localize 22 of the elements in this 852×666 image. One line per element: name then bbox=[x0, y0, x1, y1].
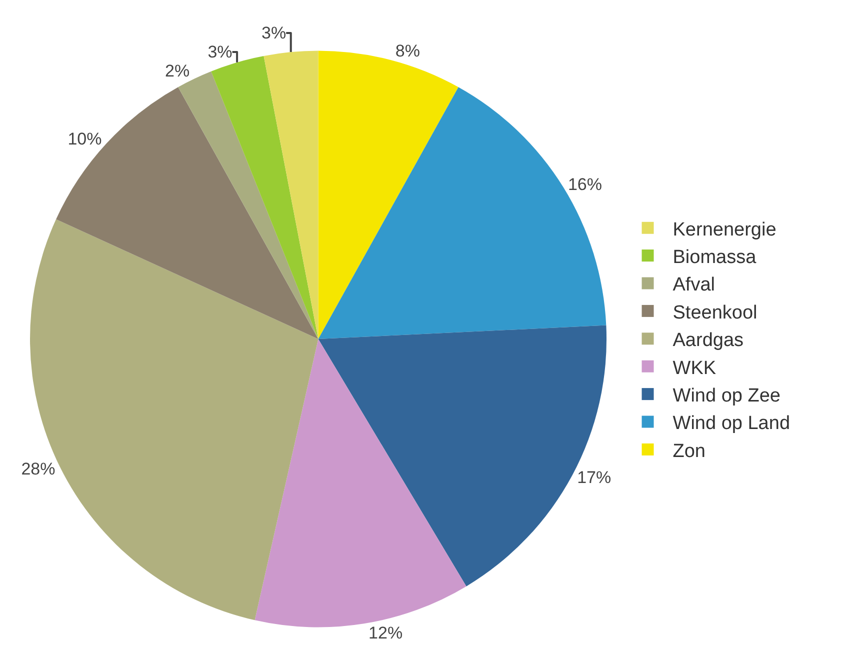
legend-label: Steenkool bbox=[672, 302, 758, 324]
pie-slice bbox=[264, 50, 318, 339]
legend-label: WKK bbox=[672, 358, 716, 379]
legend-label: Kernenergie bbox=[672, 219, 776, 240]
data-label: 28% bbox=[21, 459, 56, 478]
legend-label: Zon bbox=[672, 440, 706, 462]
data-label: 8% bbox=[395, 42, 420, 61]
legend-label: Aardgas bbox=[672, 330, 744, 352]
data-label: 16% bbox=[568, 174, 602, 194]
pie-slice bbox=[318, 87, 606, 339]
data-label: 12% bbox=[368, 623, 403, 642]
legend-label: Afval bbox=[672, 274, 716, 296]
data-label: 10% bbox=[68, 130, 102, 149]
pie-slice bbox=[254, 339, 466, 628]
legend-label: Biomassa bbox=[672, 246, 757, 268]
data-label: 3% bbox=[262, 23, 286, 42]
data-label: 17% bbox=[577, 468, 612, 487]
pie-slice bbox=[56, 87, 318, 339]
data-label: 3% bbox=[208, 42, 232, 62]
legend-label: Wind op Land bbox=[672, 413, 790, 434]
data-label: 2% bbox=[165, 61, 190, 80]
legend-label: Wind op Zee bbox=[672, 385, 780, 406]
